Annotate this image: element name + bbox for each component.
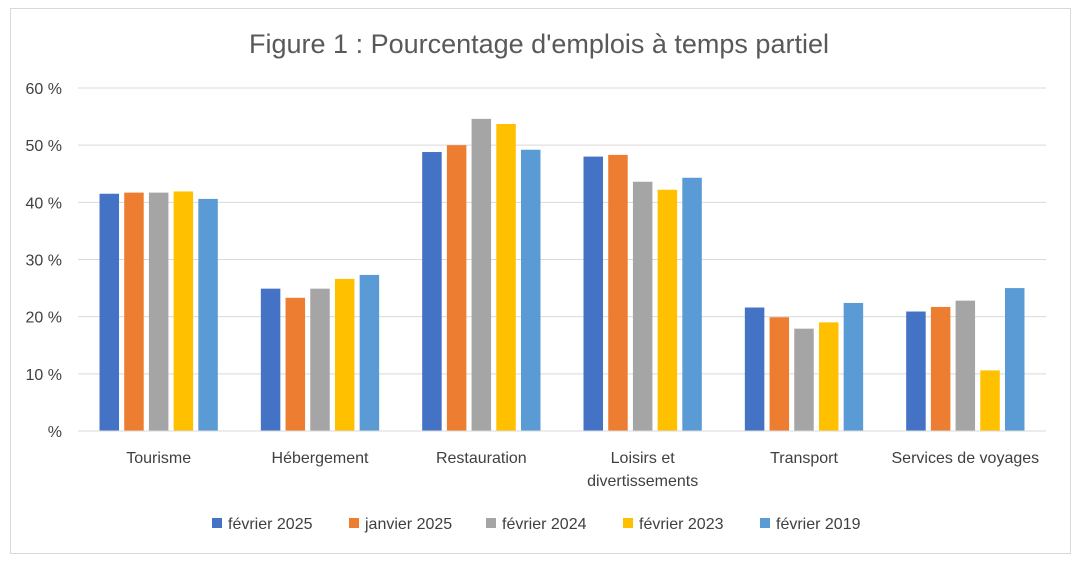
legend-swatch [212,518,222,528]
category-label: Services de voyages [892,450,1040,467]
bar [980,370,1000,431]
bar [843,302,864,431]
bar [744,307,765,431]
bar [955,300,976,431]
bar [1004,288,1025,431]
legend-label: février 2025 [228,516,313,533]
y-tick-label: 10 % [26,367,62,384]
bar [446,145,467,431]
bar [99,193,120,431]
bar [148,192,169,431]
bar [334,278,355,431]
bar [173,191,194,431]
bar [794,328,814,431]
y-axis-ticks: % 10 % 20 % 30 % 40 % 50 % 60 % [26,81,62,441]
bar [583,156,604,431]
bar [818,322,839,431]
legend-label: février 2023 [639,516,724,533]
legend: février 2025 janvier 2025 février 2024 févr… [212,516,861,533]
bar [520,149,541,432]
y-tick-label: 50 % [26,138,62,155]
bar [471,118,492,432]
bar [260,288,281,431]
bar [124,192,144,431]
bar [285,297,306,431]
bar [906,311,926,431]
y-tick-label: 30 % [26,253,62,270]
chart-title: Figure 1 : Pourcentage d'emplois à temps… [249,29,829,59]
category-label: Tourisme [126,450,191,467]
bar [359,274,380,431]
legend-swatch [623,518,633,528]
y-tick-label: 60 % [26,81,62,98]
category-label: Restauration [436,450,527,467]
legend-swatch [349,518,359,528]
category-label: Transport [770,450,838,467]
bar [682,177,702,431]
y-tick-label: 40 % [26,195,62,212]
bar [198,198,218,431]
bar [496,124,516,431]
y-tick-label: % [48,424,62,441]
legend-swatch [486,518,496,528]
category-labels: Tourisme Hébergement Restauration Loisirs e… [126,450,1039,490]
bars [99,118,1025,432]
bar [930,306,951,431]
category-label: Loisirs et [611,450,676,467]
legend-swatch [760,518,770,528]
bar [608,154,628,431]
bar [632,181,653,431]
legend-label: février 2019 [776,516,861,533]
bar [769,317,790,431]
bar [657,189,678,431]
category-label: divertissements [587,473,698,490]
bar [422,152,442,431]
legend-label: février 2024 [502,516,587,533]
gridlines [78,87,1046,375]
y-tick-label: 20 % [26,310,62,327]
bar [310,288,330,431]
legend-label: janvier 2025 [364,516,452,533]
category-label: Hébergement [272,450,370,467]
